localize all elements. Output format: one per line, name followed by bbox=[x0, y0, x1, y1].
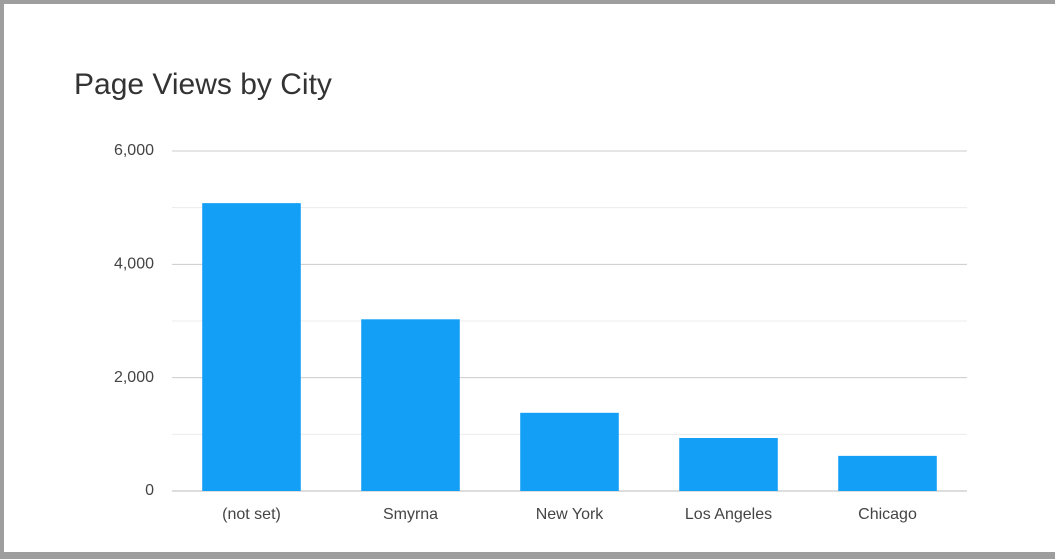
x-tick-label: Smyrna bbox=[383, 506, 438, 523]
bar bbox=[202, 203, 301, 491]
bar bbox=[361, 319, 460, 491]
x-tick-label: (not set) bbox=[222, 506, 281, 523]
y-tick-label: 6,000 bbox=[114, 142, 154, 159]
bar bbox=[679, 438, 778, 491]
x-tick-label: Chicago bbox=[858, 506, 917, 523]
bar bbox=[520, 412, 619, 491]
y-tick-label: 0 bbox=[145, 482, 154, 499]
x-tick-label: New York bbox=[536, 506, 605, 523]
bar bbox=[838, 455, 937, 491]
chart-title: Page Views by City bbox=[74, 68, 332, 101]
y-tick-label: 4,000 bbox=[114, 256, 154, 273]
x-tick-label: Los Angeles bbox=[685, 506, 772, 523]
y-tick-label: 2,000 bbox=[114, 369, 154, 386]
